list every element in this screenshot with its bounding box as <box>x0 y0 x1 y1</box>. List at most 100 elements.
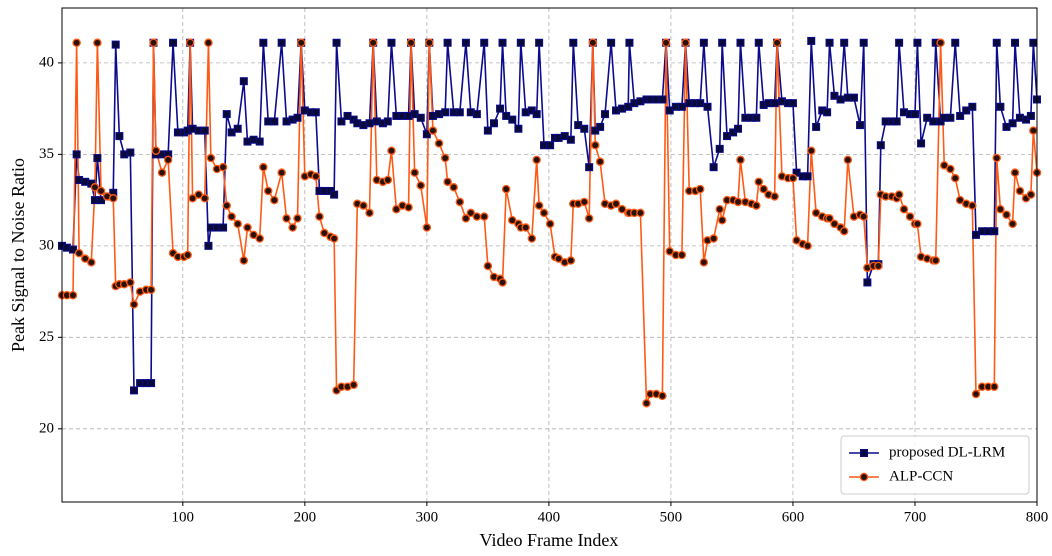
marker <box>129 386 138 395</box>
marker <box>479 212 489 221</box>
marker <box>617 205 627 214</box>
marker <box>277 38 286 47</box>
marker <box>532 110 541 119</box>
marker <box>681 38 690 48</box>
marker <box>489 119 498 128</box>
legend-marker <box>860 449 868 457</box>
marker <box>239 256 249 265</box>
marker <box>736 155 745 165</box>
marker <box>940 161 949 170</box>
marker <box>368 38 378 48</box>
marker <box>115 132 124 141</box>
marker <box>434 139 444 148</box>
marker <box>532 155 541 165</box>
marker <box>109 194 118 203</box>
marker <box>696 99 705 108</box>
marker <box>1008 219 1017 229</box>
marker <box>859 38 868 47</box>
marker <box>715 144 724 153</box>
marker <box>200 126 209 135</box>
marker <box>508 215 517 225</box>
marker <box>876 141 885 150</box>
marker <box>611 199 621 209</box>
x-tick-label: 800 <box>1026 509 1049 525</box>
marker <box>990 382 999 391</box>
marker <box>968 102 977 111</box>
y-tick-label: 30 <box>39 237 54 253</box>
marker <box>955 195 965 205</box>
marker <box>149 38 158 48</box>
marker <box>636 208 645 218</box>
marker <box>200 194 210 203</box>
marker <box>931 256 940 265</box>
marker <box>823 108 832 117</box>
marker <box>734 124 743 133</box>
marker <box>422 130 431 139</box>
x-tick-label: 700 <box>904 509 927 525</box>
marker <box>956 111 965 120</box>
marker <box>422 223 432 232</box>
marker <box>157 168 167 177</box>
marker <box>849 93 858 102</box>
marker <box>277 168 286 177</box>
marker <box>111 40 120 49</box>
marker <box>72 150 81 159</box>
y-tick-label: 35 <box>39 146 54 162</box>
marker <box>263 186 273 196</box>
marker <box>169 38 178 47</box>
marker <box>461 38 470 47</box>
marker <box>992 38 1001 47</box>
marker <box>806 146 816 155</box>
marker <box>534 201 544 210</box>
marker <box>591 140 600 150</box>
marker <box>72 38 81 48</box>
y-tick-label: 40 <box>39 54 54 70</box>
marker <box>596 122 605 131</box>
x-tick-label: 100 <box>172 509 195 525</box>
marker <box>951 38 960 47</box>
marker <box>129 300 139 309</box>
marker <box>807 36 816 45</box>
marker <box>913 38 922 47</box>
marker <box>387 38 396 47</box>
marker <box>259 38 268 47</box>
marker <box>595 157 605 166</box>
marker <box>270 195 279 205</box>
x-tick-label: 300 <box>416 509 439 525</box>
marker <box>514 124 523 133</box>
marker <box>899 205 909 214</box>
plot <box>57 36 1042 408</box>
marker <box>913 219 922 229</box>
marker <box>968 201 977 210</box>
marker <box>516 38 525 47</box>
marker <box>946 164 955 174</box>
marker <box>859 212 868 221</box>
marker <box>472 212 482 221</box>
marker <box>68 291 78 300</box>
marker <box>892 117 901 126</box>
marker <box>677 102 686 111</box>
marker <box>539 208 549 218</box>
marker <box>840 38 849 47</box>
marker <box>68 245 77 254</box>
marker <box>996 102 1005 111</box>
marker <box>733 197 743 207</box>
marker <box>365 119 374 128</box>
marker <box>270 117 279 126</box>
marker <box>585 163 594 172</box>
marker <box>905 212 915 221</box>
marker <box>255 137 264 146</box>
marker <box>337 117 346 126</box>
marker <box>80 254 90 263</box>
marker <box>788 173 798 183</box>
marker <box>383 175 393 185</box>
marker <box>874 261 883 271</box>
marker <box>661 38 671 48</box>
marker <box>917 139 926 148</box>
marker <box>825 38 834 47</box>
marker <box>311 108 320 117</box>
marker <box>546 141 555 150</box>
plot-frame <box>61 7 1038 503</box>
marker <box>607 38 616 47</box>
marker <box>443 177 452 187</box>
